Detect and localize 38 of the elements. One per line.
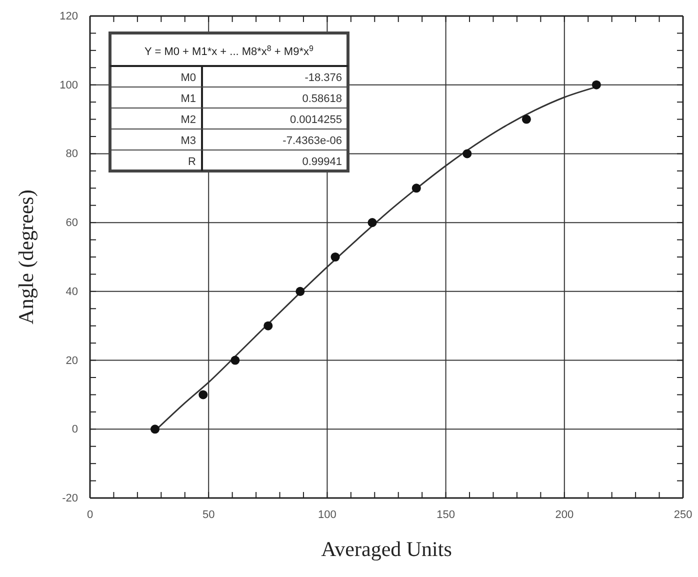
y-tick-label: -20 [62,492,78,505]
x-tick-label: 150 [436,508,455,521]
y-tick-label: 60 [66,217,78,230]
annotation: 0.0014255 [290,114,342,126]
point [330,252,340,262]
point [412,184,421,193]
y-tick-label: 40 [66,286,78,298]
y-axis-title: Angle (degrees) [14,190,38,324]
point [368,218,377,228]
annotation: M2 [180,114,196,126]
x-tick-label: 200 [555,508,574,521]
x-tick-label: 50 [202,508,215,521]
y-tick-label: 100 [60,79,78,92]
point [522,114,531,124]
annotation: Y = M0 + M1*x + ... M8*x$^{8}$ + M9*x$^{9}$ [144,44,314,58]
annotation: 0.99941 [302,156,342,168]
y-tick-label: 0 [72,424,78,436]
annotation: -18.376 [304,72,342,84]
annotation: 0.58618 [302,93,342,105]
annotation: -7.4363e-06 [282,135,342,147]
x-tick-label: 0 [86,508,94,521]
point [150,424,160,434]
y-tick-label: 20 [66,354,78,367]
annotation: R [188,156,196,168]
point [198,390,208,400]
y-tick-label: 80 [66,148,78,160]
y-tick-label: 120 [60,10,78,23]
point [264,321,273,330]
annotation: M3 [180,135,196,147]
x-tick-label: 250 [674,508,692,521]
point [230,356,240,365]
point [592,80,601,90]
x-axis-title: Averaged Units [321,537,452,561]
annotation: M0 [180,72,196,84]
annotation: M1 [180,93,196,105]
point [462,149,472,158]
x-tick-label: 100 [318,508,336,521]
point [296,286,305,296]
